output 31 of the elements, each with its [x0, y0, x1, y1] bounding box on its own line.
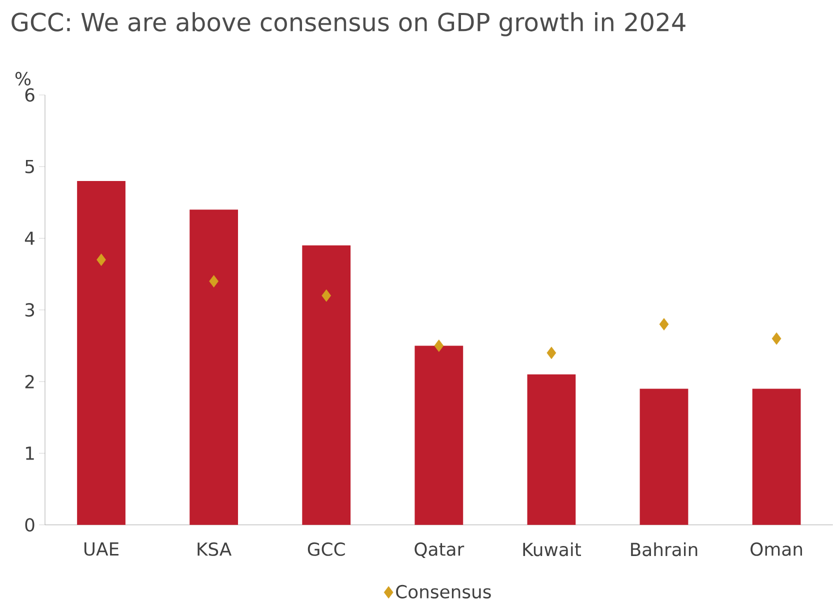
x-tick-label: UAE: [84, 542, 118, 556]
x-tick-label: GCC: [308, 542, 345, 556]
bar: [302, 246, 351, 525]
point: [772, 332, 782, 345]
bar: [190, 210, 238, 525]
point: [96, 254, 106, 266]
point: [546, 346, 556, 360]
legend-label: Consensus: [396, 585, 491, 599]
y-tick-label: 1: [26, 446, 34, 460]
chart-title: GCC: We are above consensus on GDP growth in 2024: [12, 12, 686, 36]
y-tick-label: 2: [25, 374, 34, 388]
y-tick-label: 4: [24, 232, 34, 245]
bar: [640, 388, 688, 525]
bar: [752, 388, 801, 525]
point: [659, 318, 669, 331]
bar: [414, 346, 464, 525]
bar: [77, 181, 126, 525]
y-tick-label: 6: [25, 88, 34, 102]
point: [322, 289, 332, 302]
x-tick-label: Qatar: [414, 542, 464, 558]
x-tick-label: Bahrain: [631, 542, 698, 556]
y-tick-label: 5: [25, 160, 34, 174]
point: [434, 340, 444, 352]
y-tick-label: 0: [25, 518, 34, 532]
point: [209, 275, 219, 288]
y-tick-label: 3: [25, 303, 34, 317]
y-axis-title: %: [15, 72, 31, 86]
x-tick-label: Kuwait: [523, 542, 581, 556]
bar: [527, 374, 576, 525]
x-tick-label: KSA: [198, 542, 232, 556]
x-tick-label: Oman: [750, 542, 802, 556]
